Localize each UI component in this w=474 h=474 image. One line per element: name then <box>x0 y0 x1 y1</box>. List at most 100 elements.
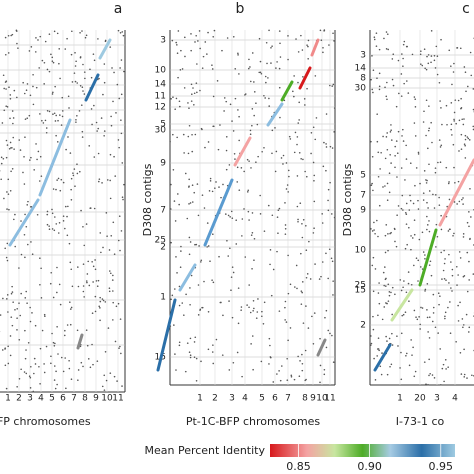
noise-dot <box>298 375 301 378</box>
noise-dot <box>40 175 43 177</box>
noise-dot <box>248 306 250 309</box>
noise-dot <box>216 80 219 82</box>
noise-dot <box>71 30 73 33</box>
noise-dot <box>387 233 389 235</box>
noise-dot <box>123 70 125 73</box>
noise-dot <box>302 75 304 78</box>
noise-dot <box>372 256 375 259</box>
noise-dot <box>188 253 191 256</box>
noise-dot <box>207 310 210 313</box>
noise-dot <box>266 62 268 65</box>
noise-dot <box>187 152 190 155</box>
noise-dot <box>209 260 211 262</box>
noise-dot <box>197 284 200 286</box>
noise-dot <box>177 30 180 32</box>
noise-dot <box>70 177 73 180</box>
noise-dot <box>402 57 404 60</box>
y-tick-label: 10 <box>355 246 367 256</box>
noise-dot <box>178 341 181 344</box>
noise-dot <box>466 251 469 254</box>
noise-dot <box>64 205 67 208</box>
noise-dot <box>369 344 372 346</box>
noise-dot <box>385 95 388 98</box>
noise-dot <box>427 331 429 333</box>
noise-dot <box>81 86 84 88</box>
noise-dot <box>279 42 281 45</box>
noise-dot <box>417 153 420 155</box>
noise-dot <box>400 378 403 381</box>
noise-dot <box>94 259 96 261</box>
noise-dot <box>110 234 113 237</box>
noise-dot <box>51 60 54 63</box>
noise-dot <box>451 268 454 271</box>
noise-dot <box>460 148 463 150</box>
noise-dot <box>423 48 426 51</box>
noise-dot <box>447 230 450 232</box>
segment <box>438 158 474 227</box>
noise-dot <box>454 181 456 184</box>
noise-dot <box>30 206 32 208</box>
noise-dot <box>248 160 250 162</box>
noise-dot <box>444 315 446 318</box>
noise-dot <box>407 92 410 94</box>
noise-dot <box>34 363 37 365</box>
noise-dot <box>211 279 213 281</box>
segment <box>38 118 72 197</box>
noise-dot <box>236 166 239 169</box>
noise-dot <box>467 137 470 140</box>
x-tick-label: 2 <box>16 394 22 404</box>
noise-dot <box>248 58 250 61</box>
noise-dot <box>372 328 375 331</box>
noise-dot <box>5 88 7 90</box>
noise-dot <box>389 365 391 368</box>
noise-dot <box>310 131 313 134</box>
noise-dot <box>370 342 373 345</box>
noise-dot <box>15 30 18 32</box>
noise-dot <box>465 313 468 316</box>
noise-dot <box>377 151 380 154</box>
noise-dot <box>384 86 386 89</box>
noise-dot <box>400 332 403 335</box>
noise-dot <box>413 96 416 98</box>
noise-dot <box>11 324 14 327</box>
noise-dot <box>426 224 429 226</box>
noise-dot <box>464 144 466 147</box>
noise-dot <box>287 58 289 61</box>
noise-dot <box>23 233 26 236</box>
noise-dot <box>27 341 30 344</box>
noise-dot <box>52 61 55 64</box>
noise-dot <box>397 205 400 207</box>
noise-dot <box>120 352 122 355</box>
noise-dot <box>249 129 252 132</box>
y-tick-label: 3 <box>360 51 366 61</box>
noise-dot <box>468 279 470 281</box>
noise-dot <box>0 178 2 181</box>
noise-dot <box>462 326 464 329</box>
noise-dot <box>391 344 394 346</box>
noise-dot <box>404 311 407 314</box>
noise-dot <box>5 139 8 142</box>
noise-dot <box>409 194 411 197</box>
noise-dot <box>440 384 442 386</box>
noise-dot <box>14 245 17 248</box>
noise-dot <box>191 150 194 153</box>
segment <box>203 178 234 247</box>
noise-dot <box>248 219 250 221</box>
noise-dot <box>263 301 266 304</box>
noise-dot <box>120 230 123 232</box>
noise-dot <box>183 152 185 154</box>
noise-dot <box>468 260 470 263</box>
noise-dot <box>330 257 333 260</box>
noise-dot <box>378 48 381 51</box>
noise-dot <box>76 115 78 117</box>
noise-dot <box>240 309 242 311</box>
noise-dot <box>82 290 85 293</box>
noise-dot <box>396 152 399 154</box>
noise-dot <box>193 191 196 194</box>
noise-dot <box>293 95 295 98</box>
noise-dot <box>121 385 123 387</box>
noise-dot <box>101 298 104 300</box>
noise-dot <box>406 80 408 82</box>
noise-dot <box>2 74 5 77</box>
noise-dot <box>269 344 271 347</box>
